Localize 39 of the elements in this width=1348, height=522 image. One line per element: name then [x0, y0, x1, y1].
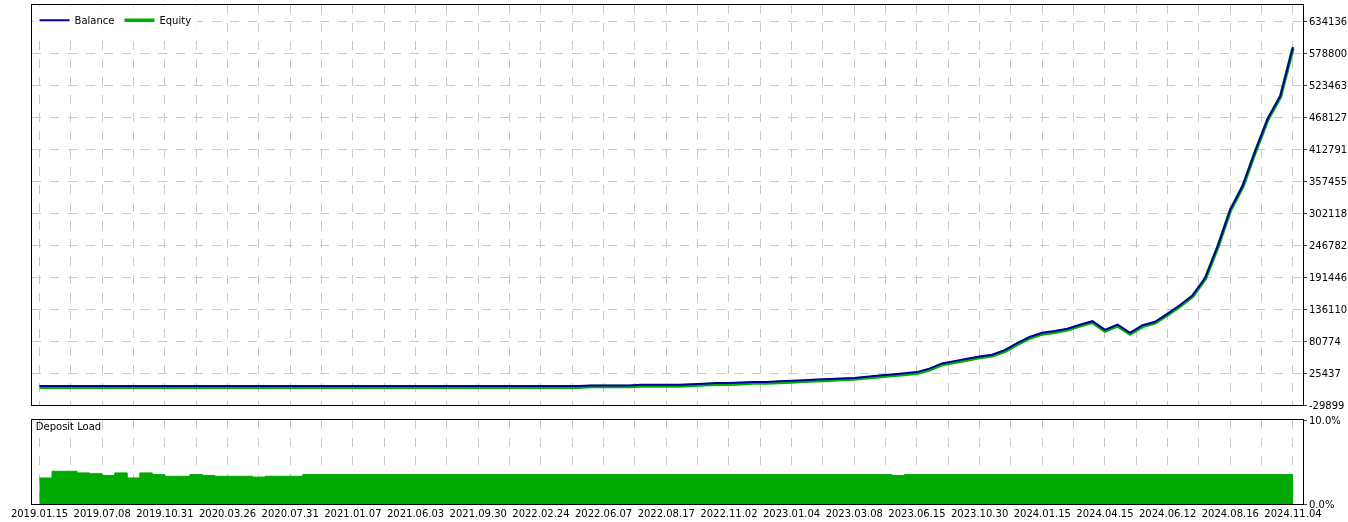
chart-title: Deposit Load [35, 420, 102, 432]
y-tick-label: 302118 [1309, 207, 1348, 219]
x-tick-label: 2023.06.15 [888, 508, 946, 519]
y-tick-label: 634136 [1309, 15, 1348, 27]
y-tick-label: 0.0% [1309, 498, 1335, 510]
x-tick-label: 2024.08.16 [1201, 508, 1259, 519]
x-tick-label: 2024.06.12 [1139, 508, 1197, 519]
y-tick-label: -29899 [1309, 399, 1345, 411]
x-tick-label: 2022.08.17 [637, 508, 695, 519]
x-tick-label: 2019.01.15 [10, 508, 69, 519]
y-tick-label: 10.0% [1309, 414, 1341, 426]
y-tick-label: 25437 [1309, 367, 1341, 379]
y-tick-label: 468127 [1309, 111, 1348, 123]
x-tick-label: 2020.07.31 [261, 508, 319, 519]
x-tick-label: 2022.11.02 [700, 508, 758, 519]
x-tick-label: 2021.09.30 [449, 508, 507, 519]
y-tick-label: 523463 [1309, 79, 1348, 91]
y-tick-label: 136110 [1309, 303, 1348, 315]
legend-label: Balance [74, 15, 115, 27]
y-tick-label: 191446 [1309, 271, 1348, 283]
x-tick-label: 2024.04.15 [1076, 508, 1134, 519]
y-tick-label: 357455 [1309, 175, 1348, 187]
x-tick-label: 2019.07.08 [73, 508, 131, 519]
y-tick-label: 246782 [1309, 239, 1348, 251]
x-tick-label: 2023.03.08 [825, 508, 883, 519]
x-tick-label: 2023.01.04 [762, 508, 821, 519]
x-tick-label: 2019.10.31 [136, 508, 194, 519]
y-tick-label: 578800 [1309, 47, 1348, 59]
x-tick-label: 2024.01.15 [1013, 508, 1071, 519]
legend-label: Equity [159, 15, 192, 27]
x-tick-label: 2024.11.04 [1264, 508, 1322, 519]
x-tick-label: 2021.01.07 [324, 508, 382, 519]
x-tick-label: 2020.03.26 [198, 508, 257, 519]
x-tick-label: 2022.02.24 [512, 508, 570, 519]
x-tick-label: 2022.06.07 [574, 508, 633, 519]
y-tick-label: 412791 [1309, 143, 1348, 155]
x-tick-label: 2021.06.03 [386, 508, 445, 519]
y-tick-label: 80774 [1309, 335, 1341, 347]
x-tick-label: 2023.10.30 [950, 508, 1009, 519]
